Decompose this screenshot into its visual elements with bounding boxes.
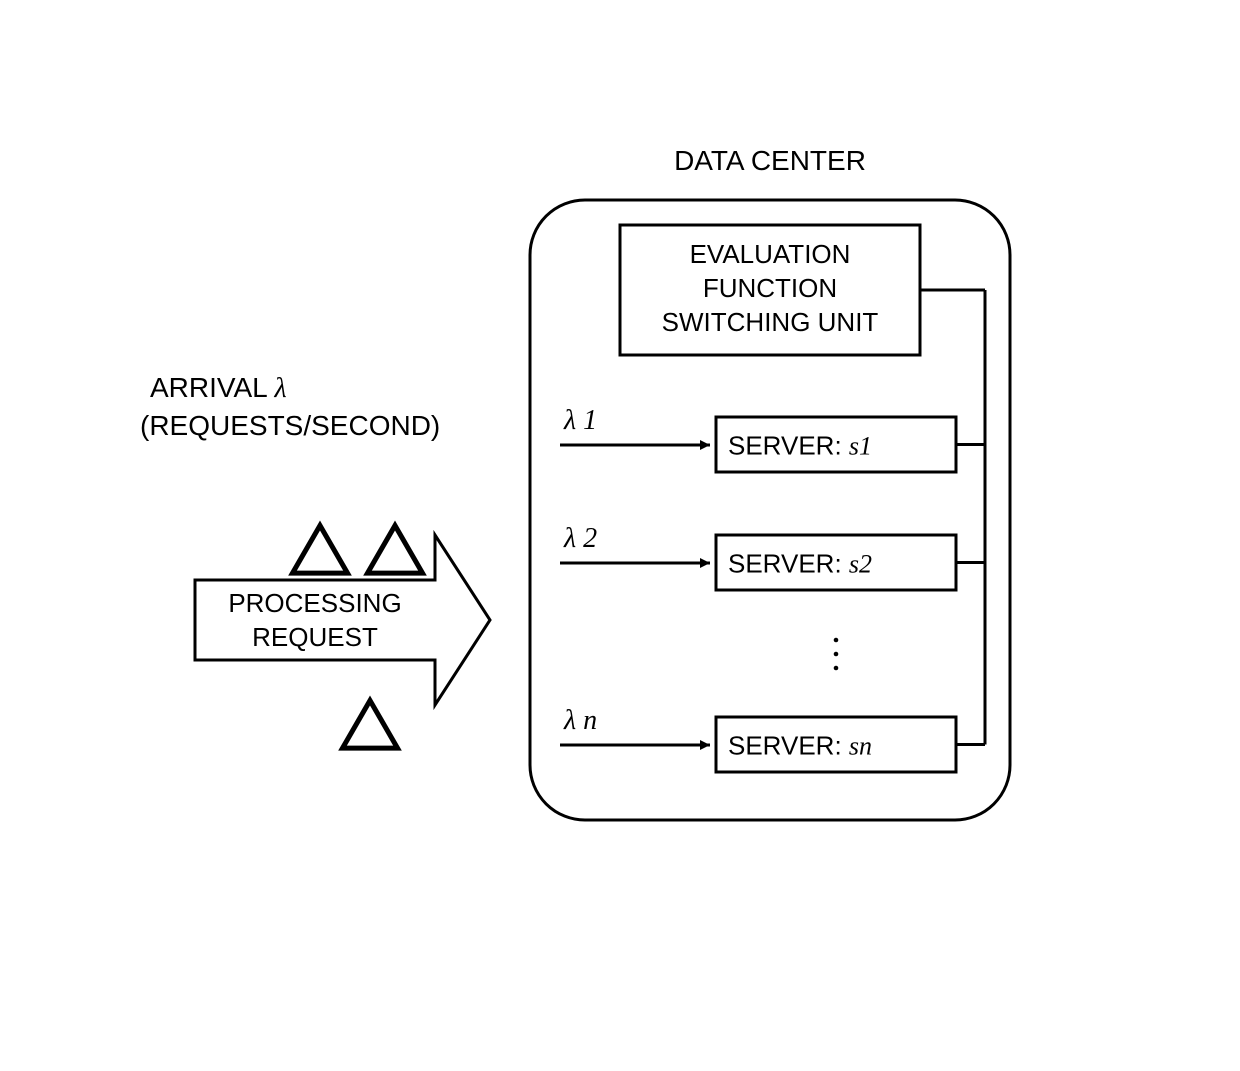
ellipsis-dot xyxy=(834,652,839,657)
server-3-label: SERVER: sn xyxy=(728,731,872,761)
lambda-3-label: λ n xyxy=(563,705,597,736)
processing-request-label: PROCESSING xyxy=(228,588,401,618)
ellipsis-dot xyxy=(834,666,839,671)
triangle-icon xyxy=(293,525,348,573)
data-center-title: DATA CENTER xyxy=(674,145,866,176)
server-1-label: SERVER: s1 xyxy=(728,431,872,461)
triangle-icon xyxy=(343,700,398,748)
lambda-2-label: λ 2 xyxy=(563,523,597,554)
evaluation-unit-label: SWITCHING UNIT xyxy=(662,307,879,337)
arrival-label-line1: ARRIVAL λ xyxy=(150,372,287,404)
arrival-label-line2: (REQUESTS/SECOND) xyxy=(140,410,440,441)
server-2-label: SERVER: s2 xyxy=(728,549,872,579)
triangle-icon xyxy=(368,525,423,573)
ellipsis-dot xyxy=(834,638,839,643)
evaluation-unit-label: EVALUATION xyxy=(690,239,851,269)
processing-request-label: REQUEST xyxy=(252,622,378,652)
evaluation-unit-label: FUNCTION xyxy=(703,273,837,303)
lambda-1-label: λ 1 xyxy=(563,405,597,436)
